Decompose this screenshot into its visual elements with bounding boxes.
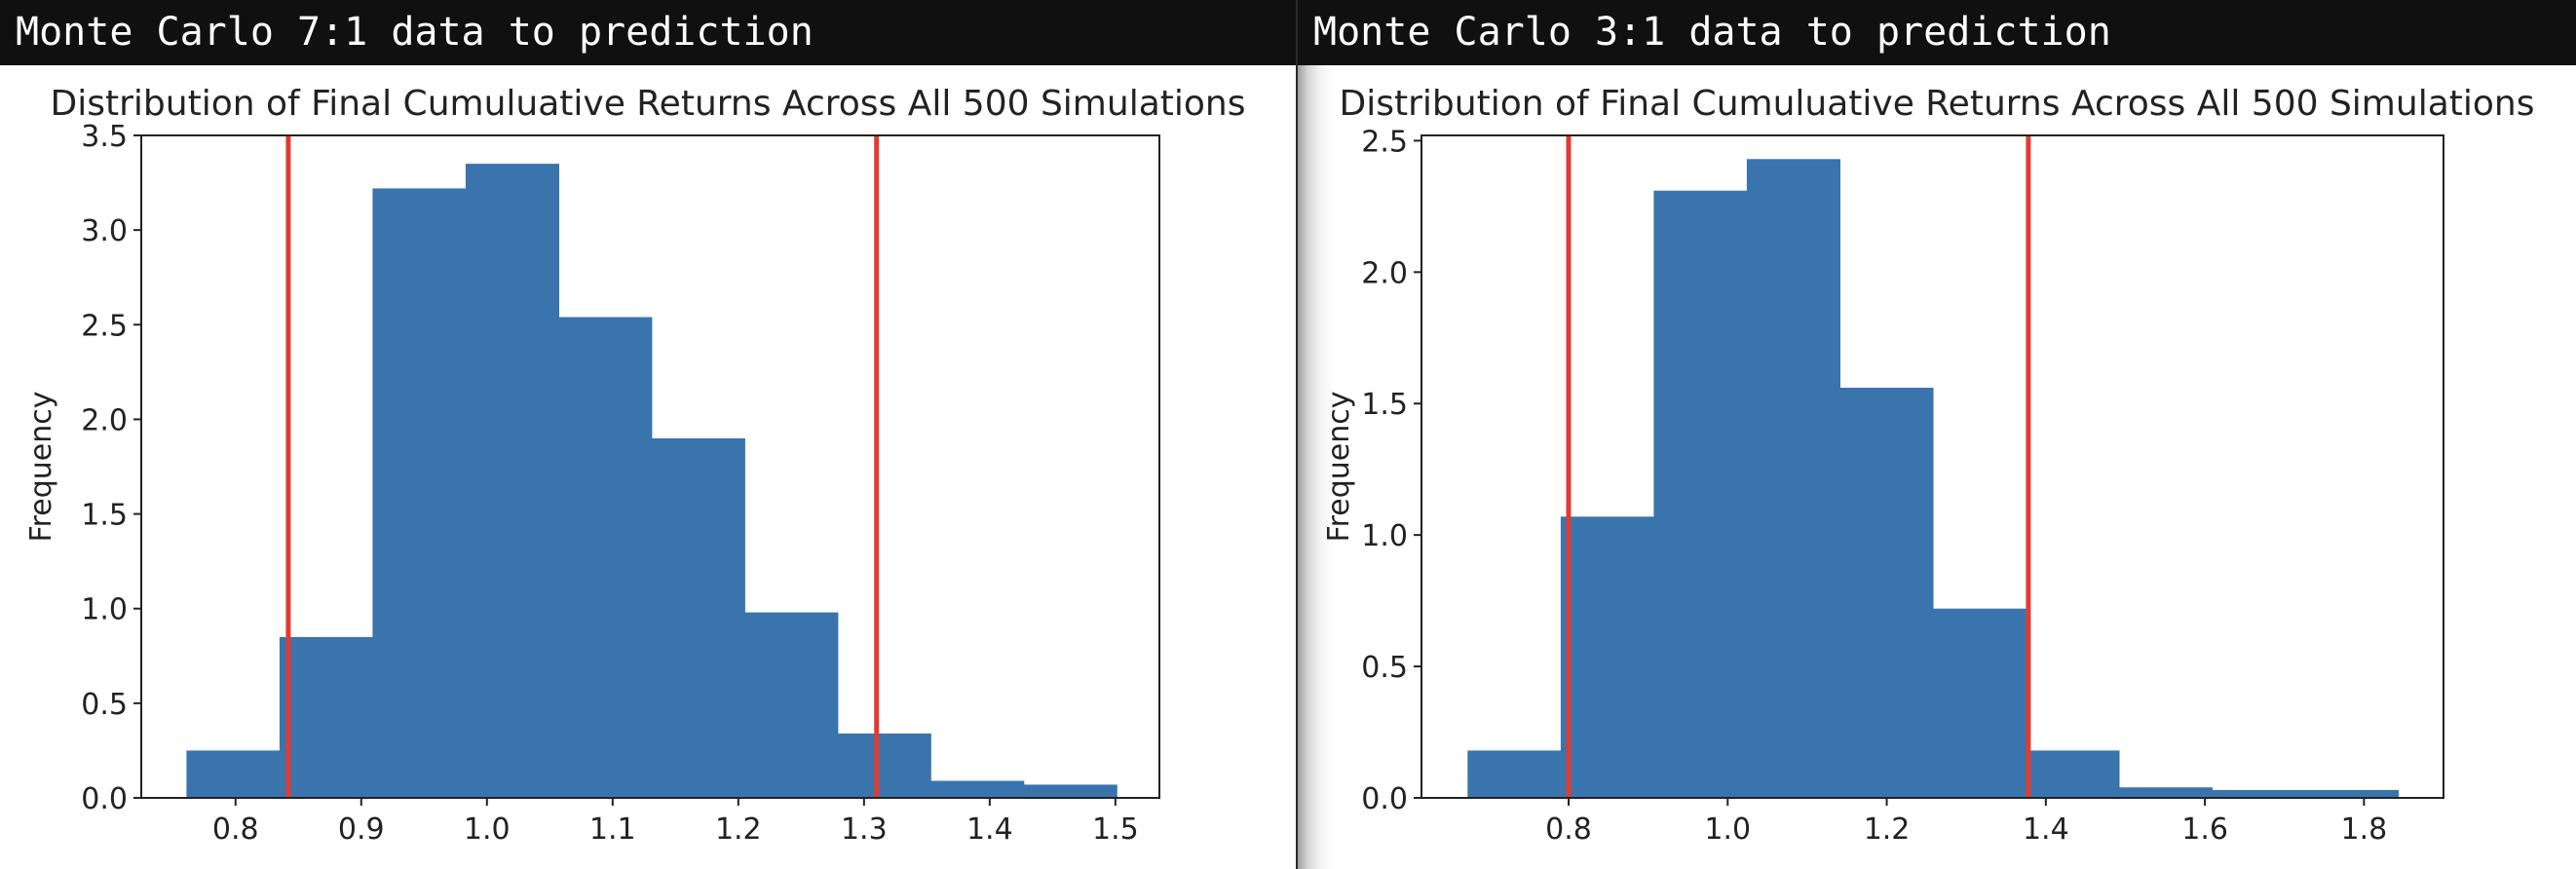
x-tick-label: 0.9 [338,812,385,847]
histogram-bar [1560,516,1654,798]
axes-frame [140,134,1160,799]
chart-area: 0.8 0.9 1.0 1.1 1.2 1.3 1.4 1.5 0.0 0.5 1.0 1.5 2.0 2… [0,65,1296,869]
window-title: Monte Carlo 7:1 data to prediction [0,0,1296,65]
x-tick-label: 1.4 [2023,812,2069,847]
y-tick-label: 3.5 [81,120,128,154]
histogram-bar [279,636,373,798]
y-tick-label: 2.5 [81,309,128,343]
x-tick-label: 0.8 [212,812,259,847]
histogram-bar [2118,787,2213,798]
histogram-bar [1653,190,1748,798]
window-right: Monte Carlo 3:1 data to prediction 0.8 1.… [1298,0,2576,869]
y-axis-label: Frequency [1322,392,1356,543]
histogram-bar [372,188,467,798]
histogram-bar [651,437,745,798]
y-axis-label: Frequency [24,392,58,543]
y-tick-label: 2.0 [81,403,128,437]
histogram-bar [2305,789,2400,798]
chart-title: Distribution of Final Cumuluative Return… [51,84,1246,124]
histogram-chart: 0.8 1.0 1.2 1.4 1.6 1.8 0.0 0.5 1.0 1.5 2.0 2.5Dist… [1322,84,2535,847]
x-tick-label: 0.8 [1545,812,1592,847]
histogram-bar [2212,789,2306,798]
x-tick-label: 1.6 [2181,812,2228,847]
y-tick-label: 3.0 [81,214,128,248]
histogram-bar [837,733,931,798]
histogram-bar [2026,750,2120,798]
x-tick-label: 1.2 [715,812,762,847]
window-title: Monte Carlo 3:1 data to prediction [1298,0,2576,65]
x-tick-label: 1.2 [1864,812,1911,847]
y-tick-label: 0.0 [1361,782,1408,816]
y-tick-label: 1.5 [81,499,128,533]
histogram-bar [465,164,559,799]
histogram-bar [930,780,1025,798]
y-tick-label: 2.5 [1361,125,1408,159]
histogram-chart: 0.8 0.9 1.0 1.1 1.2 1.3 1.4 1.5 0.0 0.5 1.0 1.5 2.0 2… [24,84,1246,847]
y-tick-label: 1.0 [1361,519,1408,553]
window-left: Monte Carlo 7:1 data to prediction 0.8 0.… [0,0,1296,869]
histogram-bar [744,612,839,798]
x-tick-label: 1.8 [2341,812,2388,847]
histogram-bar [558,317,653,798]
histogram-bar [1023,784,1118,798]
x-tick-label: 1.0 [1704,812,1751,847]
histogram-bar [1839,388,1934,798]
histogram-bar [1746,159,1840,799]
histogram-bar [1467,750,1562,798]
chart-title: Distribution of Final Cumuluative Return… [1340,84,2535,124]
histogram-bar [186,750,281,798]
y-tick-label: 0.0 [81,782,128,816]
x-tick-label: 1.1 [589,812,636,847]
histogram-bar [1932,608,2027,798]
chart-area: 0.8 1.0 1.2 1.4 1.6 1.8 0.0 0.5 1.0 1.5 2.0 2.5 Dist… [1298,65,2576,869]
y-tick-label: 2.0 [1361,256,1408,290]
y-tick-label: 1.5 [1361,388,1408,422]
x-tick-label: 1.0 [464,812,511,847]
y-tick-label: 1.0 [81,593,128,627]
x-tick-label: 1.3 [841,812,888,847]
axes-frame [1421,134,2444,799]
y-tick-label: 0.5 [81,688,128,722]
y-tick-label: 0.5 [1361,651,1408,685]
x-tick-label: 1.5 [1092,812,1139,847]
x-tick-label: 1.4 [966,812,1013,847]
